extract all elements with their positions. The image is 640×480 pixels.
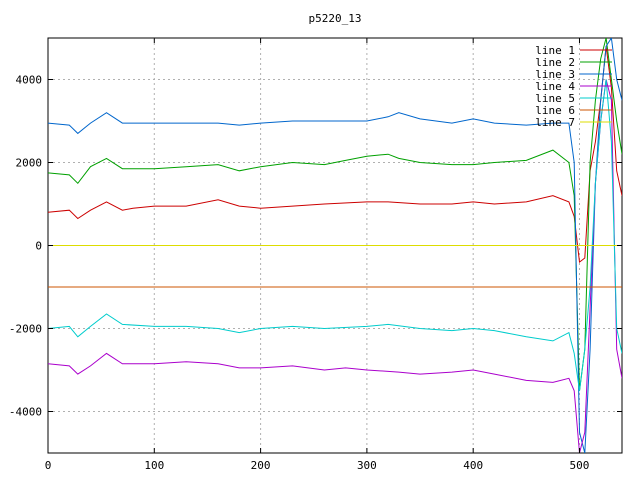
series-line-4 [48, 79, 622, 453]
series-lines [48, 38, 622, 453]
legend-label-3: line 3 [535, 68, 575, 81]
y-tick-label: -2000 [9, 323, 42, 336]
series-line-1 [48, 46, 622, 264]
y-tick-label: 0 [35, 240, 42, 253]
x-tick-label: 100 [144, 459, 164, 472]
legend-label-7: line 7 [535, 116, 575, 129]
legend-label-1: line 1 [535, 44, 575, 57]
y-tick-label: 4000 [16, 74, 43, 87]
y-tick-label: -4000 [9, 406, 42, 419]
series-line-2 [48, 38, 622, 391]
axis-ticks: 0 100 200 300 400 500 -4000 -2000 0 2000 4000 [9, 38, 622, 472]
chart-title: p5220_13 [309, 12, 362, 25]
x-tick-label: 400 [463, 459, 483, 472]
legend-label-4: line 4 [535, 80, 575, 93]
legend-label-6: line 6 [535, 104, 575, 117]
series-line-5 [48, 79, 622, 391]
legend-label-2: line 2 [535, 56, 575, 69]
legend-label-5: line 5 [535, 92, 575, 105]
y-tick-label: 2000 [16, 157, 43, 170]
x-tick-label: 300 [357, 459, 377, 472]
x-tick-label: 500 [570, 459, 590, 472]
series-line-3 [48, 38, 622, 453]
x-tick-label: 200 [251, 459, 271, 472]
x-tick-label: 0 [45, 459, 52, 472]
